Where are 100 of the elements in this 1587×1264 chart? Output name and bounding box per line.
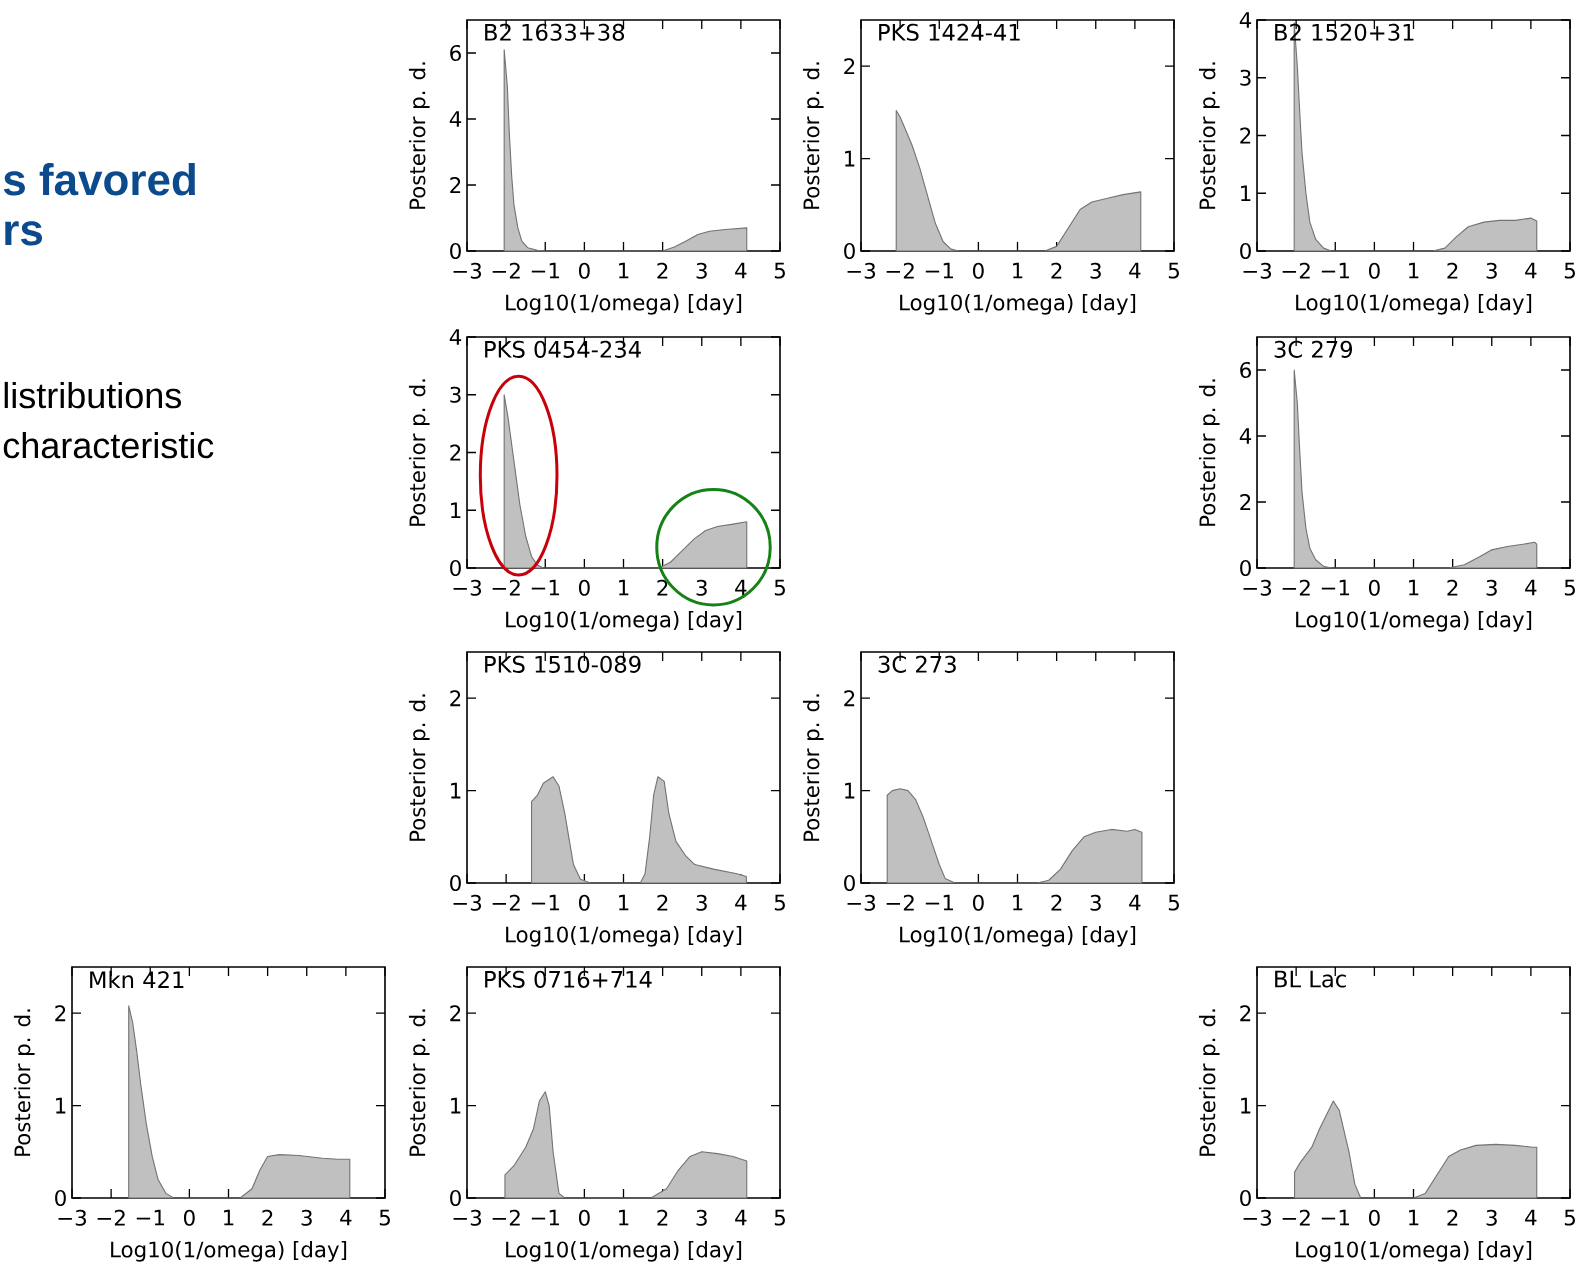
x-tick-label: 2 xyxy=(1447,579,1458,596)
y-axis-title: Posterior p. d. xyxy=(408,62,430,209)
y-tick-label: 0 xyxy=(844,242,855,260)
y-axis-title: Posterior p. d. xyxy=(802,62,824,209)
y-tick-label: 6 xyxy=(450,44,461,62)
x-tick-label: 5 xyxy=(379,1209,390,1226)
x-tick-label: 1 xyxy=(619,1209,629,1226)
x-tick-label: 3 xyxy=(1090,894,1101,911)
y-axis-title: Posterior p. d. xyxy=(408,694,430,841)
y-tick-label: 2 xyxy=(450,1005,461,1022)
x-tick-label: 2 xyxy=(657,894,668,911)
x-tick-label: 0 xyxy=(578,262,590,279)
y-axis-title: Posterior p. d. xyxy=(408,1009,430,1156)
x-tick-label: −3 xyxy=(847,262,876,279)
x-tick-label: 0 xyxy=(973,894,984,911)
x-tick-label: −1 xyxy=(136,1209,165,1226)
y-tick-label: 2 xyxy=(1240,1005,1251,1022)
x-tick-label: 2 xyxy=(1051,894,1062,911)
chart-title: PKS 1424-41 xyxy=(879,23,1020,41)
x-tick-label: −2 xyxy=(97,1209,125,1226)
x-tick-label: 3 xyxy=(696,1209,707,1226)
x-tick-label: −2 xyxy=(1282,262,1310,279)
chart-title: PKS 0716+714 xyxy=(485,970,652,988)
chart-title: Mkn 421 xyxy=(90,970,184,988)
y-tick-label: 2 xyxy=(844,690,855,707)
x-tick-label: 3 xyxy=(1486,1209,1497,1226)
x-tick-label: −1 xyxy=(531,262,560,279)
x-tick-label: 2 xyxy=(657,262,668,279)
x-tick-label: 4 xyxy=(1129,894,1141,911)
y-tick-label: 2 xyxy=(1240,127,1251,144)
x-axis-title: Log10(1/omega) [day] xyxy=(506,1241,742,1262)
x-tick-label: 5 xyxy=(1168,262,1179,279)
y-tick-label: 1 xyxy=(1241,185,1251,202)
y-tick-label: 1 xyxy=(56,1097,66,1114)
x-tick-label: −2 xyxy=(492,894,520,911)
y-tick-label: 0 xyxy=(450,559,461,577)
x-tick-label: 1 xyxy=(1013,894,1023,911)
y-tick-label: 0 xyxy=(844,874,855,892)
x-tick-label: 1 xyxy=(1013,262,1023,279)
x-tick-label: −2 xyxy=(492,1209,520,1226)
y-tick-label: 4 xyxy=(1239,12,1252,28)
x-tick-label: −2 xyxy=(492,262,520,279)
text: listributions xyxy=(4,381,182,409)
chart-title: B2 1633+38 xyxy=(485,23,625,41)
x-tick-label: 2 xyxy=(657,579,668,596)
x-tick-label: −3 xyxy=(453,1209,482,1226)
chart-title: B2 1520+31 xyxy=(1275,23,1414,41)
x-tick-label: −2 xyxy=(1282,1209,1310,1226)
x-tick-label: 4 xyxy=(340,1209,352,1226)
x-tick-label: −3 xyxy=(1243,579,1272,596)
y-tick-label: 1 xyxy=(1241,1097,1251,1114)
y-tick-label: 0 xyxy=(1240,1189,1251,1207)
x-tick-label: 4 xyxy=(1525,1209,1537,1226)
x-tick-label: 5 xyxy=(1564,262,1575,279)
y-tick-label: 0 xyxy=(450,242,461,260)
text: characteristic xyxy=(3,431,214,459)
x-tick-label: −2 xyxy=(1282,579,1310,596)
x-tick-label: 0 xyxy=(578,579,590,596)
x-tick-label: 5 xyxy=(774,262,785,279)
x-tick-label: 4 xyxy=(735,262,747,279)
x-tick-label: −3 xyxy=(453,894,482,911)
x-tick-label: −1 xyxy=(1321,1209,1350,1226)
x-tick-label: 1 xyxy=(1409,262,1419,279)
x-axis-title: Log10(1/omega) [day] xyxy=(506,926,742,947)
x-tick-label: 0 xyxy=(1369,262,1380,279)
x-tick-label: 1 xyxy=(224,1209,234,1226)
x-tick-label: −2 xyxy=(886,894,914,911)
x-tick-label: 0 xyxy=(973,262,984,279)
x-tick-label: −2 xyxy=(886,262,914,279)
x-tick-label: 0 xyxy=(578,1209,590,1226)
y-axis-title: Posterior p. d. xyxy=(1198,1009,1220,1156)
x-axis-title: Log10(1/omega) [day] xyxy=(1296,611,1532,632)
y-tick-label: 1 xyxy=(845,782,855,799)
x-tick-label: 4 xyxy=(735,579,747,596)
y-tick-label: 0 xyxy=(450,874,461,892)
y-tick-label: 4 xyxy=(449,111,462,127)
x-tick-label: −1 xyxy=(1321,579,1350,596)
x-tick-label: 0 xyxy=(183,1209,195,1226)
x-tick-label: 3 xyxy=(696,262,707,279)
x-tick-label: 4 xyxy=(1129,262,1141,279)
x-axis-title: Log10(1/omega) [day] xyxy=(1296,294,1532,315)
x-tick-label: 3 xyxy=(1486,579,1497,596)
y-axis-title: Posterior p. d. xyxy=(802,694,824,841)
x-tick-label: 3 xyxy=(301,1209,312,1226)
text: s favored xyxy=(3,163,195,196)
x-tick-label: 1 xyxy=(1409,1209,1419,1226)
text: rs xyxy=(5,221,43,246)
x-tick-label: 2 xyxy=(657,1209,668,1226)
x-tick-label: −3 xyxy=(58,1209,87,1226)
x-tick-label: 1 xyxy=(619,579,629,596)
y-tick-label: 2 xyxy=(55,1005,66,1022)
y-tick-label: 0 xyxy=(55,1189,66,1207)
x-tick-label: 3 xyxy=(696,894,707,911)
x-tick-label: 0 xyxy=(1369,579,1380,596)
x-tick-label: 2 xyxy=(1447,1209,1458,1226)
x-tick-label: 2 xyxy=(262,1209,273,1226)
x-axis-title: Log10(1/omega) [day] xyxy=(111,1241,347,1262)
y-tick-label: 2 xyxy=(450,177,461,193)
x-tick-label: 5 xyxy=(774,579,785,596)
x-tick-label: 0 xyxy=(1369,1209,1380,1226)
